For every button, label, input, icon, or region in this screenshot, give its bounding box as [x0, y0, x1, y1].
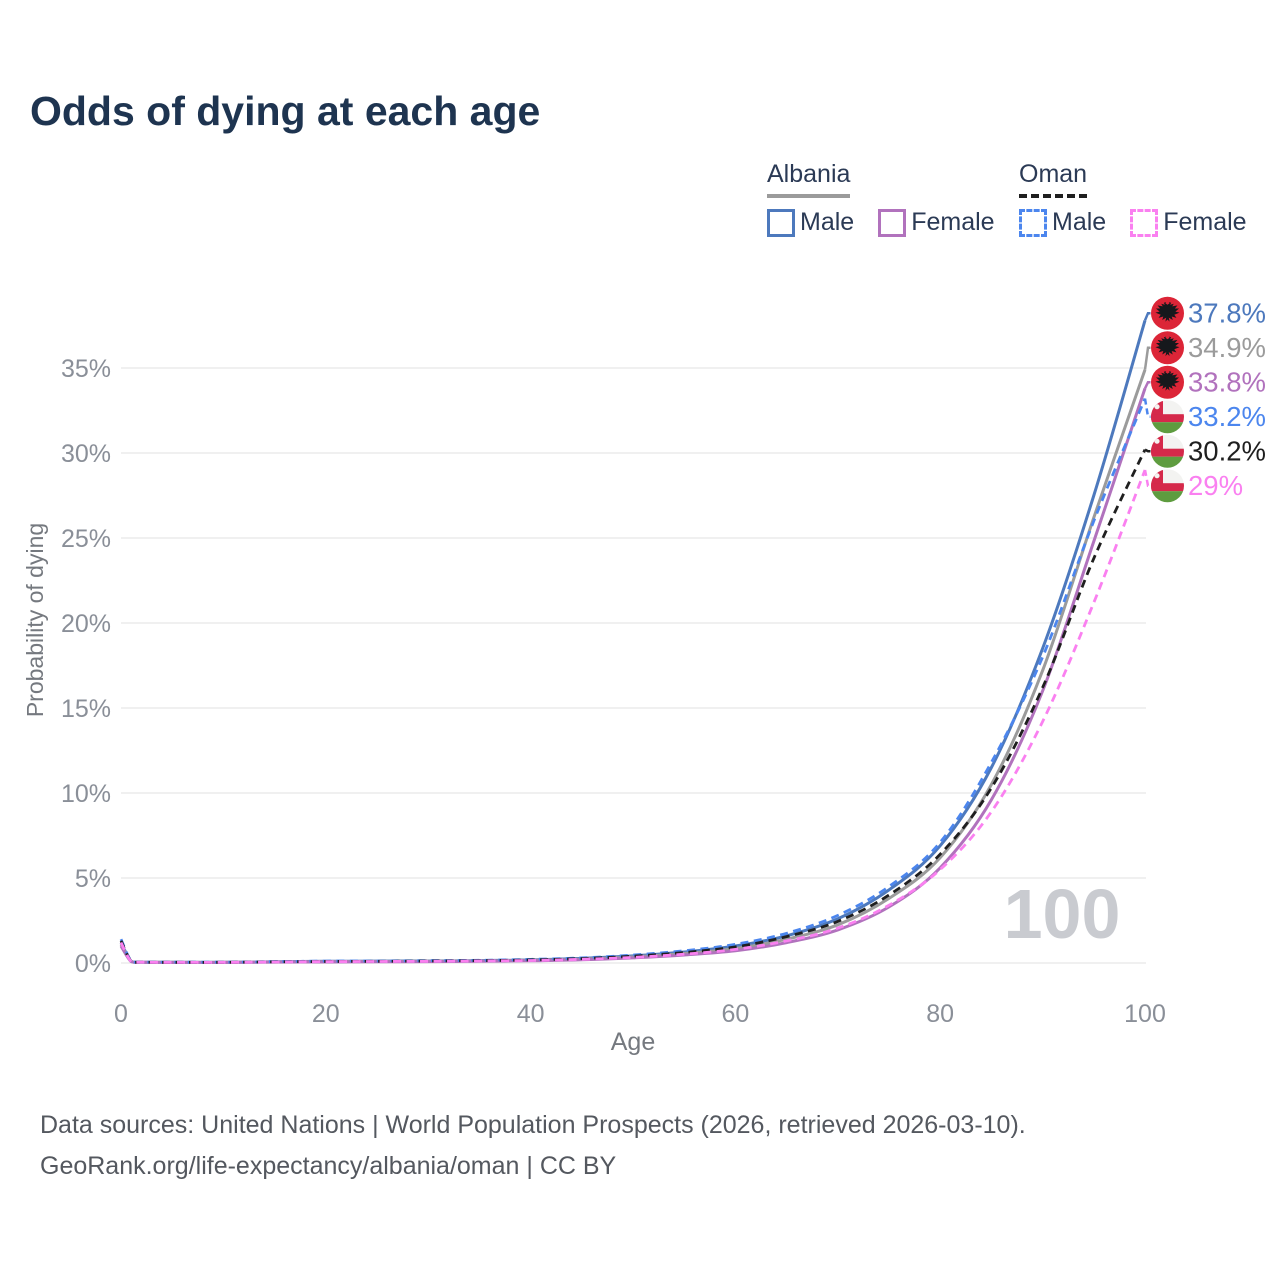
y-tick-label: 35%	[61, 355, 111, 383]
y-axis-title: Probability of dying	[22, 523, 48, 717]
end-label-connector	[1144, 448, 1151, 453]
end-label-connector	[1143, 311, 1151, 321]
legend-item-label: Female	[911, 208, 995, 236]
oman-male-line-swatch-icon	[1019, 208, 1047, 237]
end-label-value: 37.8%	[1188, 298, 1266, 329]
end-label-connector	[1143, 469, 1151, 487]
y-tick-label: 0%	[75, 950, 111, 978]
legend: Albania Male Female Oman Male	[0, 160, 1280, 250]
x-tick-label: 20	[312, 1000, 340, 1028]
x-tick-label: 0	[114, 1000, 128, 1028]
end-label-value: 33.8%	[1188, 367, 1266, 398]
legend-item-albania-male[interactable]: Male	[767, 208, 854, 237]
end-label-value: 29%	[1188, 470, 1243, 501]
y-tick-label: 5%	[75, 865, 111, 893]
end-label-value: 30.2%	[1188, 436, 1266, 467]
end-label-value: 33.2%	[1188, 401, 1266, 432]
legend-country-albania: Albania	[767, 160, 851, 198]
legend-country-oman: Oman	[1019, 160, 1088, 198]
attribution-line: GeoRank.org/life-expectancy/albania/oman…	[40, 1152, 617, 1180]
albania-male-line-swatch-icon	[767, 208, 795, 237]
series-line-albania	[119, 369, 1147, 964]
x-tick-label: 60	[721, 1000, 749, 1028]
x-tick-label: 40	[517, 1000, 545, 1028]
legend-item-oman-male[interactable]: Male	[1019, 208, 1106, 237]
end-label-connector	[1143, 380, 1151, 389]
end-label-albania-male: 37.8%	[1151, 296, 1266, 330]
legend-item-oman-female[interactable]: Female	[1130, 208, 1247, 237]
y-tick-label: 20%	[61, 610, 111, 638]
y-tick-label: 10%	[61, 780, 111, 808]
legend-group-oman: Oman Male Female	[1019, 160, 1271, 237]
data-sources-line: Data sources: United Nations | World Pop…	[40, 1111, 1026, 1139]
series-line-oman-female	[119, 469, 1147, 964]
end-label-value: 34.9%	[1188, 332, 1266, 363]
end-label-connector	[1143, 346, 1151, 370]
end-label-albania: 34.9%	[1151, 331, 1266, 365]
end-label-oman-female: 29%	[1151, 469, 1243, 503]
y-tick-label: 25%	[61, 525, 111, 553]
legend-group-albania: Albania Male Female	[767, 160, 1019, 237]
chart-title: Odds of dying at each age	[30, 88, 541, 134]
series-line-albania-male	[119, 319, 1147, 964]
legend-row-oman: Male Female	[1019, 208, 1271, 237]
y-tick-label: 15%	[61, 695, 111, 723]
x-axis-title: Age	[611, 1028, 655, 1056]
series-line-oman	[119, 449, 1147, 964]
end-label-albania-female: 33.8%	[1151, 365, 1266, 399]
footer: Data sources: United Nations | World Pop…	[40, 1105, 1026, 1187]
x-tick-label: 100	[1124, 1000, 1166, 1028]
oman-female-line-swatch-icon	[1130, 208, 1159, 237]
legend-item-label: Male	[800, 208, 855, 236]
age-watermark: 100	[1004, 875, 1121, 953]
end-label-oman: 30.2%	[1151, 434, 1266, 468]
oman-flag-icon	[1151, 469, 1184, 503]
albania-flag-icon	[1151, 296, 1184, 330]
albania-flag-icon	[1151, 331, 1184, 365]
albania-female-line-swatch-icon	[878, 208, 907, 237]
legend-item-label: Male	[1052, 208, 1107, 236]
y-tick-label: 30%	[61, 440, 111, 468]
end-label-connector	[1143, 398, 1151, 418]
legend-item-label: Female	[1163, 208, 1247, 236]
albania-flag-icon	[1151, 365, 1184, 399]
series-line-albania-female	[119, 387, 1147, 964]
legend-item-albania-female[interactable]: Female	[878, 208, 995, 237]
x-tick-label: 80	[926, 1000, 954, 1028]
oman-flag-icon	[1151, 434, 1184, 468]
legend-row-albania: Male Female	[767, 208, 1019, 237]
